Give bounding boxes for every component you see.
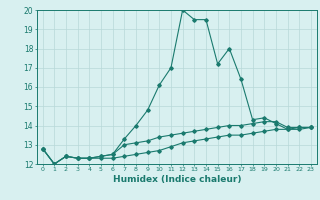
X-axis label: Humidex (Indice chaleur): Humidex (Indice chaleur) — [113, 175, 241, 184]
